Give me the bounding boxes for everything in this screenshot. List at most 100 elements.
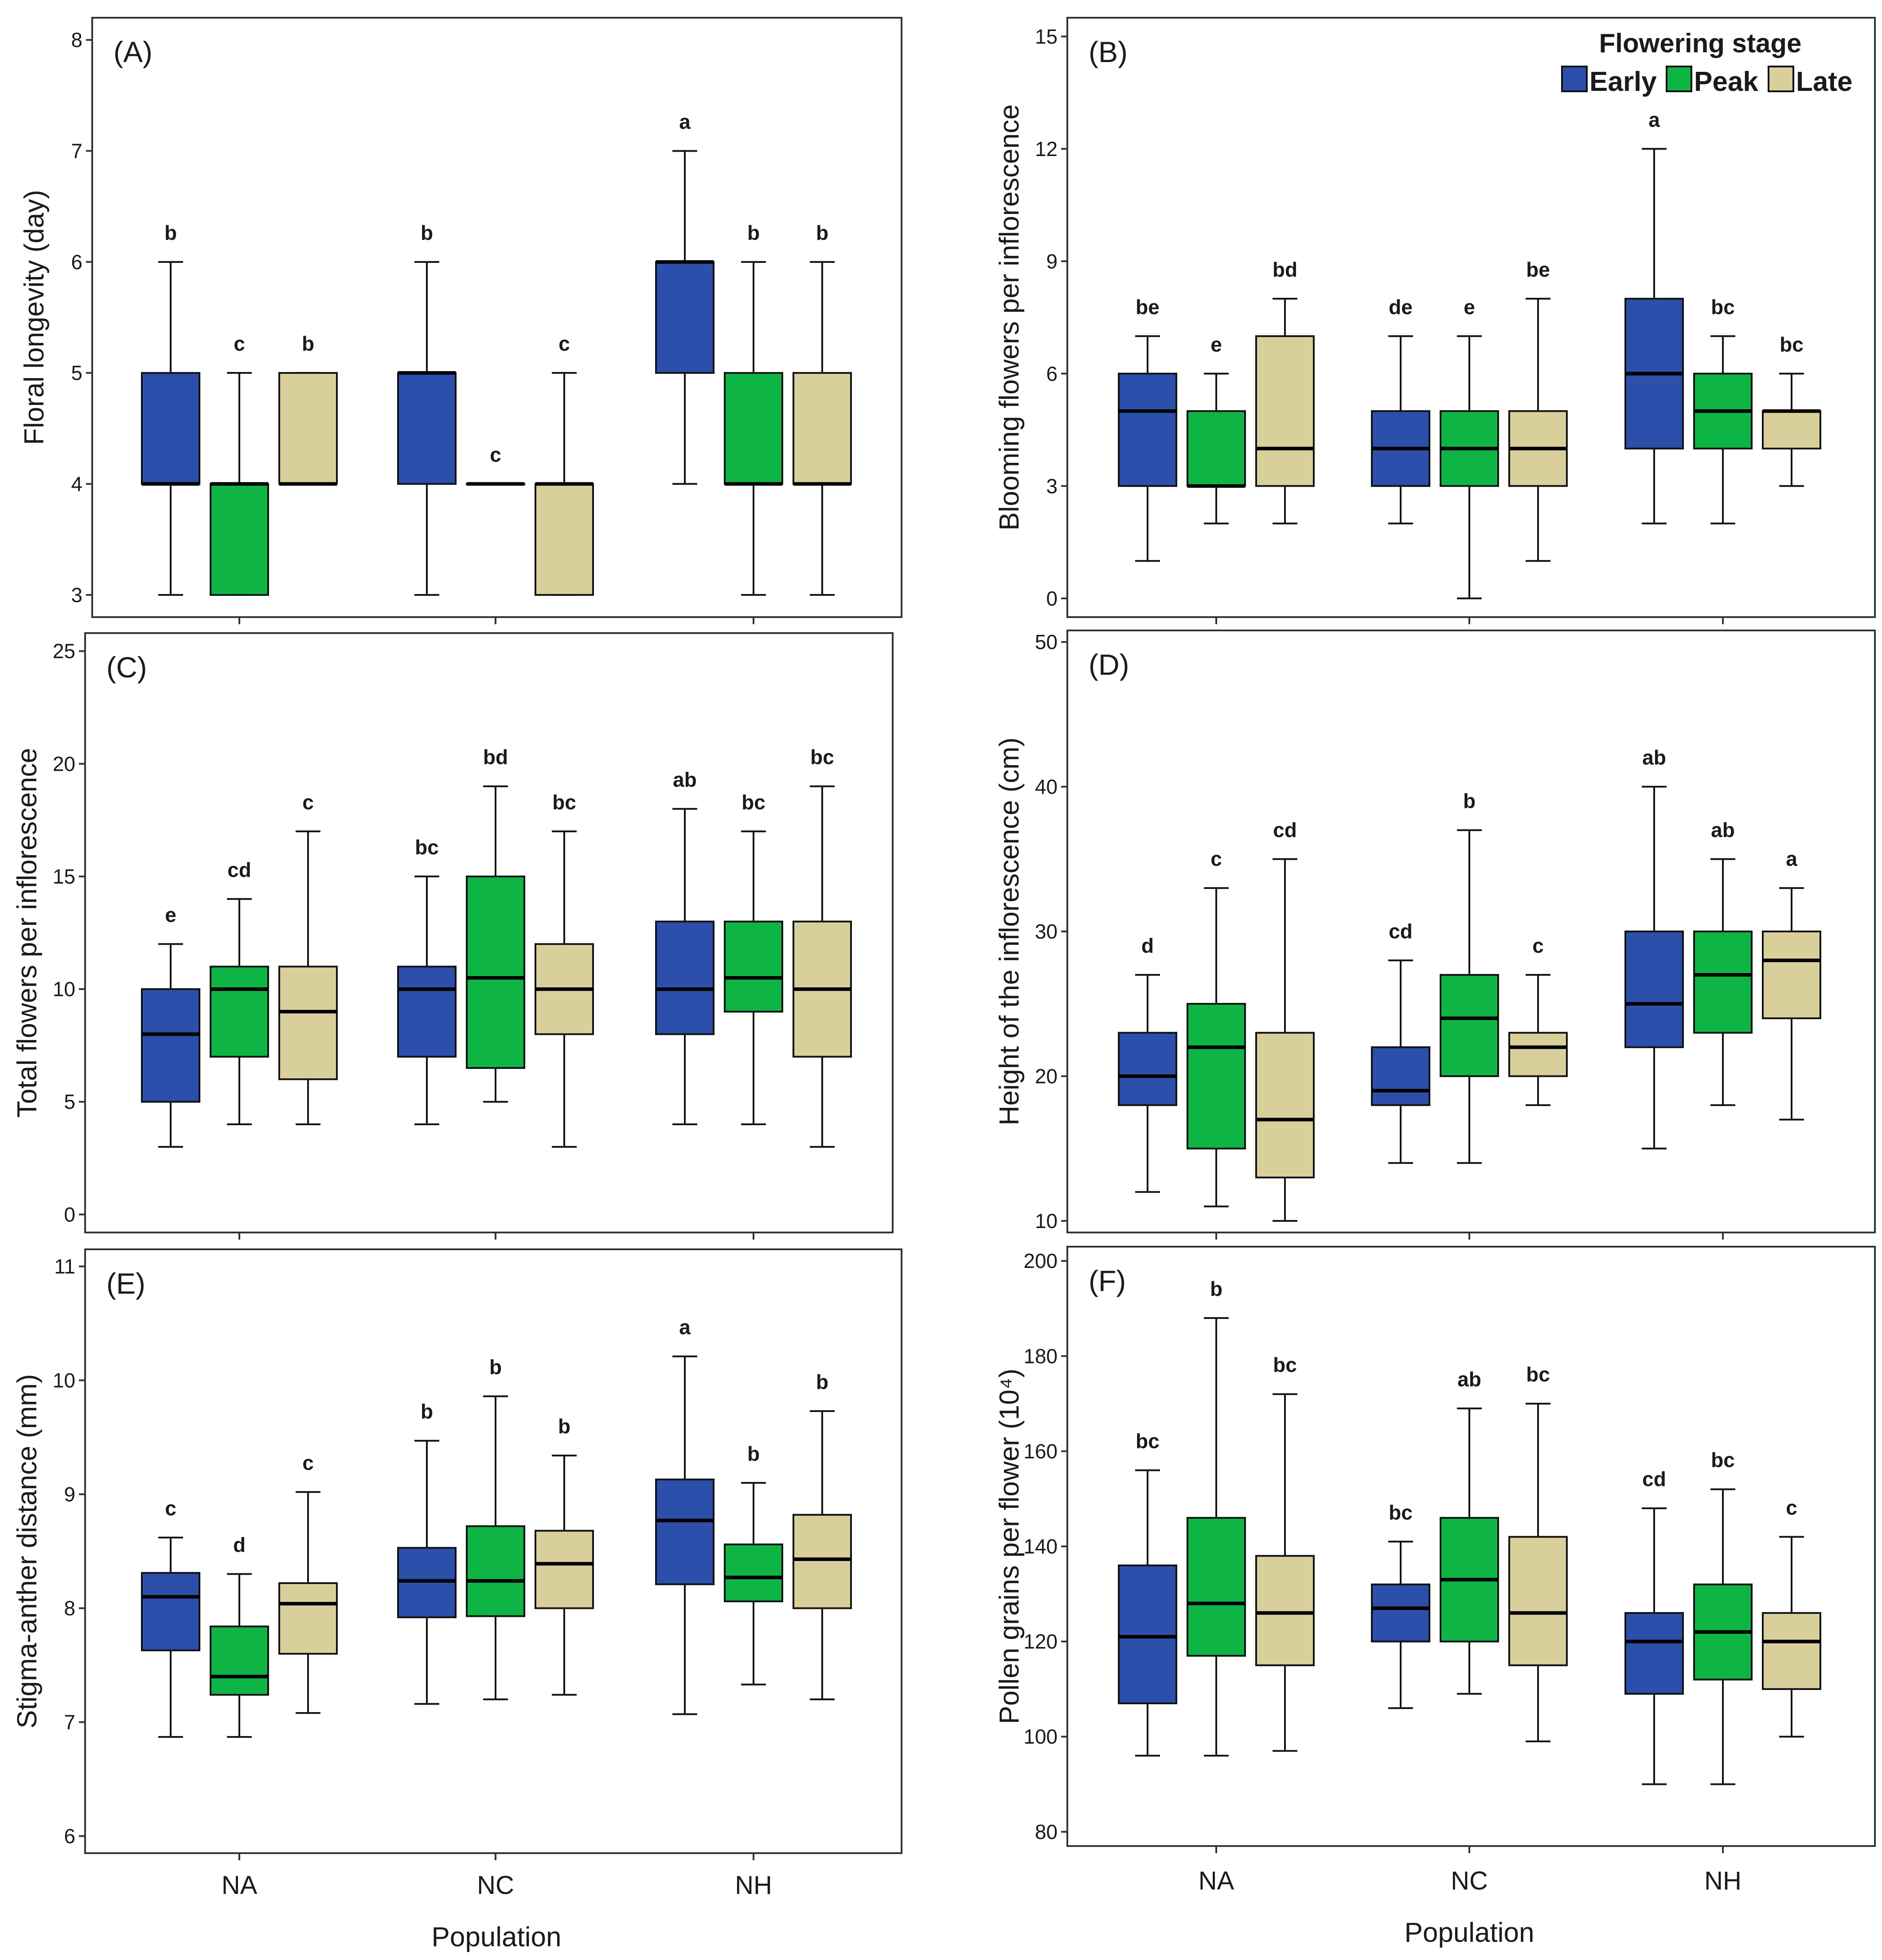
box-iqr [1118,372,1177,487]
box-peak-na: b [1187,1277,1246,1757]
box-iqr [1624,1612,1684,1695]
y-tick-label: 200 [1023,1249,1058,1272]
y-tick-label: 100 [1023,1725,1058,1748]
significance-letter: bc [1711,1448,1735,1471]
x-category-nh-right: NH [1704,1866,1741,1895]
box-early-nc: cd [1371,919,1430,1164]
y-tick-label: 5 [71,361,82,384]
legend-title: Flowering stage [1599,28,1802,58]
y-tick-label: 7 [71,139,82,162]
significance-letter: bc [1389,1501,1413,1524]
significance-letter: d [233,1533,246,1556]
significance-letter: c [302,790,314,814]
significance-letter: b [747,1442,760,1465]
box-late-nc: bc [535,790,594,1148]
significance-letter: bc [742,790,765,814]
box-iqr [278,966,338,1080]
box-iqr [1762,1612,1821,1690]
panel-label: (D) [1089,648,1129,681]
significance-letter: b [1210,1277,1222,1300]
box-early-nc: b [397,1400,457,1705]
y-tick-label: 20 [53,752,75,775]
box-early-na: e [141,903,200,1148]
box-iqr [724,372,783,485]
significance-letter: b [747,221,760,244]
box-iqr [1508,1032,1568,1077]
significance-letter: bd [1273,258,1297,281]
significance-letter: c [302,1451,314,1474]
significance-letter: b [1463,789,1476,812]
box-iqr [1118,1564,1177,1705]
y-axis-title: Blooming flowers per inflorescence [994,104,1025,530]
box-late-nh: b [793,221,852,596]
box-peak-nc: b [1440,789,1499,1164]
box-early-na: bc [1118,1429,1177,1757]
x-category-na-right: NA [1199,1866,1234,1895]
box-peak-nc: c [466,443,525,486]
box-peak-nc: b [466,1356,525,1701]
y-tick-label: 120 [1023,1630,1058,1653]
panel-a: (A) 3 4 5 6 7 8 Floral longevity (day) b b a c c b b c b [19,17,902,624]
significance-letter: bc [1780,333,1804,356]
panel-c: (C) 0 5 10 15 20 25 Total flowers per infloresc… [12,632,894,1240]
box-early-nh: a [1624,108,1684,524]
box-iqr [793,1514,852,1609]
panel-label: (B) [1089,35,1128,68]
significance-letter: e [1464,295,1475,318]
y-tick-label: 15 [53,865,75,888]
box-iqr [1255,1032,1315,1178]
box-early-nh: a [655,1316,715,1715]
panel-e: (E) 6 7 8 9 10 11 Stigma-anther distance (mm) c b… [12,1248,902,1860]
significance-letter: ab [1642,746,1666,769]
y-tick-label: 10 [53,978,75,1001]
box-late-na: c [278,790,338,1126]
significance-letter: cd [1273,818,1297,841]
box-early-nc: bc [1371,1501,1430,1709]
y-tick-label: 0 [64,1203,75,1226]
y-tick-label: 3 [1046,474,1058,497]
significance-letter: c [490,443,501,466]
significance-letter: be [1526,258,1550,281]
box-late-nc: c [1508,934,1568,1106]
significance-letter: b [558,1415,570,1438]
x-category-na-left: NA [222,1871,258,1900]
panel-frame [1066,17,1876,618]
y-tick-label: 12 [1035,137,1058,160]
significance-letter: b [421,221,433,244]
box-iqr [1371,1583,1430,1643]
box-iqr [141,1572,200,1651]
panel-d: (D) 10 20 30 40 50 Height of the inflorescence… [994,630,1876,1240]
significance-letter: bc [1136,1429,1160,1452]
box-late-na: bd [1255,258,1315,524]
significance-letter: be [1136,295,1160,318]
box-iqr [278,1582,338,1655]
box-iqr [655,261,715,374]
panel-label: (A) [113,35,152,68]
box-iqr [397,966,457,1058]
significance-letter: bc [552,790,576,814]
y-axis-title: Floral longevity (day) [19,190,50,445]
legend-swatch-early [1561,66,1588,92]
legend-label-early: Early [1589,67,1657,97]
y-tick-label: 10 [1035,1209,1058,1232]
x-axis-title-right: Population [1404,1917,1534,1948]
box-late-nh: a [1762,847,1821,1121]
y-tick-label: 8 [71,28,82,51]
box-iqr [1187,1517,1246,1657]
box-early-nh: ab [1624,746,1684,1150]
box-iqr [141,372,200,485]
box-peak-nc: ab [1440,1368,1499,1695]
box-iqr [210,1625,269,1696]
significance-letter: a [679,110,691,133]
panel-label: (E) [106,1267,145,1300]
box-iqr [1508,1536,1568,1667]
significance-letter: c [1210,847,1222,870]
box-iqr [724,1543,783,1603]
x-category-nc-left: NC [477,1871,514,1900]
box-early-nc: de [1371,295,1430,524]
significance-letter: a [1648,108,1660,131]
panel-frame [84,632,894,1233]
box-peak-na: d [210,1533,269,1738]
